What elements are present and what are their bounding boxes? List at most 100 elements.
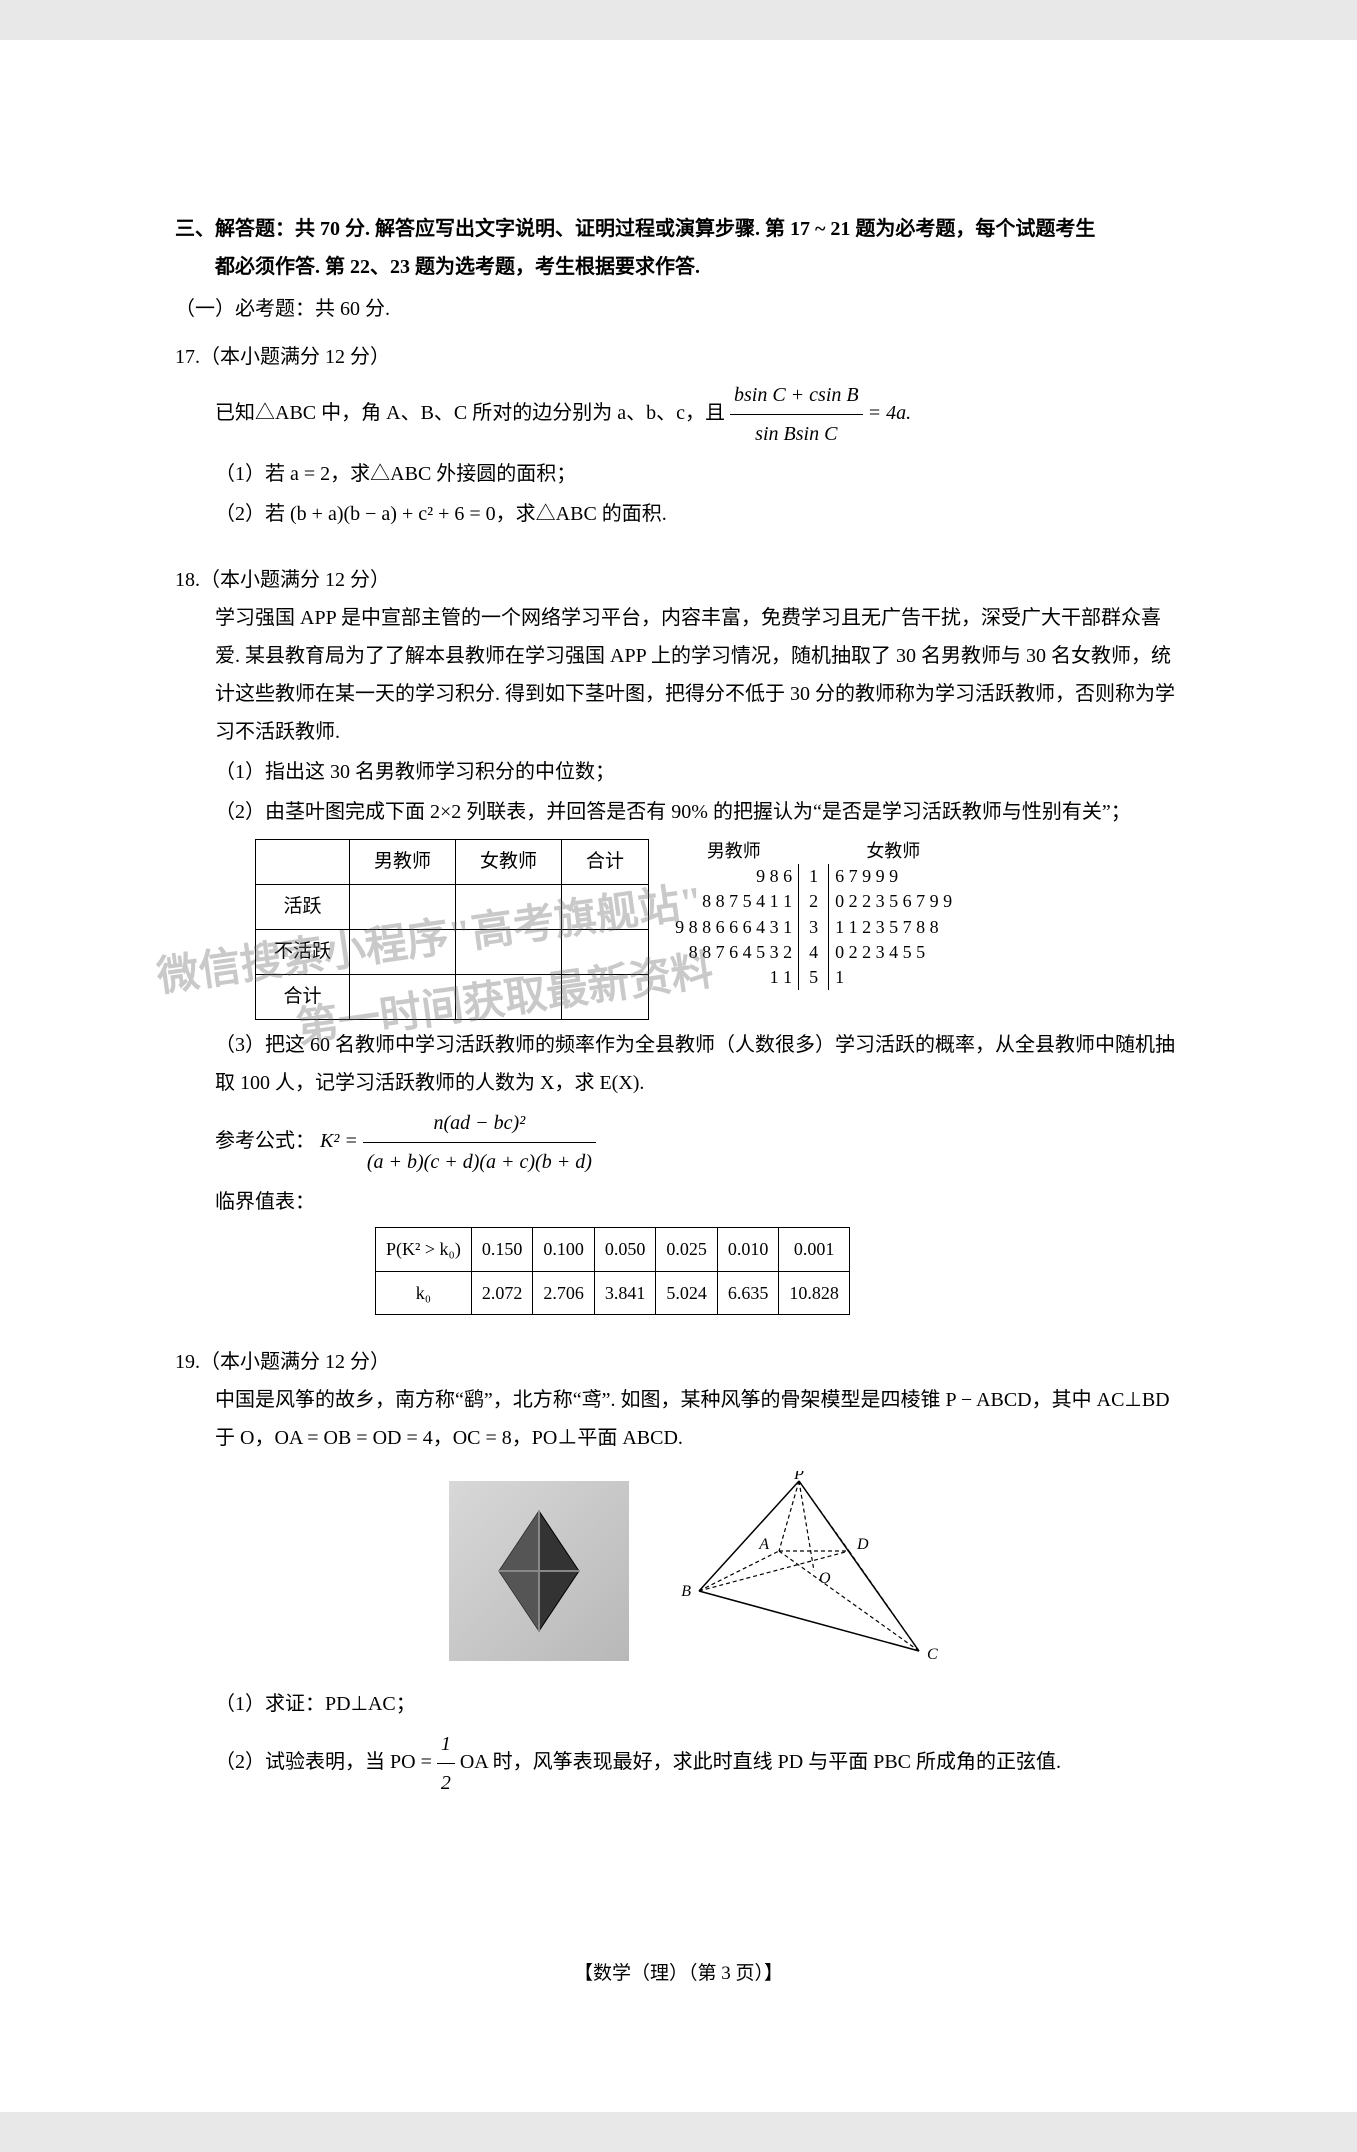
section-header: 三、解答题：共 70 分. 解答应写出文字说明、证明过程或演算步骤. 第 17 … (175, 210, 1182, 286)
ct-r1c1 (350, 885, 456, 930)
ct-r1c3 (562, 885, 649, 930)
sl-l4: 1 1 (669, 965, 799, 990)
cv-h0: P(K² > k₀) (376, 1228, 472, 1271)
page-footer: 【数学（理）（第 3 页）】 (0, 1956, 1357, 1992)
q17-fraction: bsin C + csin B sin Bsin C (730, 376, 863, 453)
ct-r2c2 (456, 930, 562, 975)
sl-l2: 9 8 8 6 6 6 4 3 1 (669, 915, 799, 940)
sl-row: 8 8 7 5 4 1 120 2 2 3 5 6 7 9 9 (669, 889, 958, 914)
kite-icon (469, 1501, 609, 1641)
sl-r3: 0 2 2 3 4 5 5 (829, 940, 959, 965)
q18-formula-lhs: K² = (320, 1130, 363, 1152)
sl-header: 男教师 女教师 (669, 839, 958, 864)
label-A: A (758, 1536, 769, 1553)
q18-header: 18.（本小题满分 12 分） (175, 561, 1182, 599)
q19-part2: （2）试验表明，当 PO = 1 2 OA 时，风筝表现最好，求此时直线 PD … (215, 1725, 1182, 1802)
q18-formula-den: (a + b)(c + d)(a + c)(b + d) (363, 1143, 596, 1181)
sl-row: 9 8 616 7 9 9 9 (669, 864, 958, 889)
q17-part1: （1）若 a = 2，求△ABC 外接圆的面积； (215, 455, 1182, 493)
cv-v2: 2.706 (533, 1271, 595, 1314)
q18-critical-label: 临界值表： (215, 1183, 1182, 1221)
sl-l0: 9 8 6 (669, 864, 799, 889)
q19-p2-num: 1 (437, 1725, 455, 1764)
q19-figures: P A B C D O (215, 1471, 1182, 1671)
table-row: 不活跃 (256, 930, 649, 975)
sl-row: 8 8 7 6 4 5 3 240 2 2 3 4 5 5 (669, 940, 958, 965)
label-O: O (819, 1570, 831, 1587)
sl-s4: 5 (799, 965, 829, 990)
q18-formula-label: 参考公式： (215, 1130, 315, 1152)
cv-v4: 5.024 (656, 1271, 718, 1314)
q18-body: 学习强国 APP 是中宣部主管的一个网络学习平台，内容丰富，免费学习且无广告干扰… (175, 599, 1182, 1315)
question-17: 17.（本小题满分 12 分） 已知△ABC 中，角 A、B、C 所对的边分别为… (175, 338, 1182, 533)
contingency-table: 男教师 女教师 合计 活跃 不活跃 (255, 839, 649, 1020)
q18-part3: （3）把这 60 名教师中学习活跃教师的频率作为全县教师（人数很多）学习活跃的概… (215, 1026, 1182, 1102)
q17-body: 已知△ABC 中，角 A、B、C 所对的边分别为 a、b、c，且 bsin C … (175, 376, 1182, 533)
cv-v3: 3.841 (594, 1271, 656, 1314)
table-row: 男教师 女教师 合计 (256, 840, 649, 885)
sl-s3: 4 (799, 940, 829, 965)
question-18: 18.（本小题满分 12 分） 学习强国 APP 是中宣部主管的一个网络学习平台… (175, 561, 1182, 1315)
q18-tables-row: 男教师 女教师 合计 活跃 不活跃 (215, 833, 1182, 1026)
cv-h6: 0.001 (779, 1228, 850, 1271)
label-B: B (681, 1583, 691, 1600)
label-C: C (927, 1646, 938, 1663)
q19-para: 中国是风筝的故乡，南方称“鹞”，北方称“鸢”. 如图，某种风筝的骨架模型是四棱锥… (215, 1381, 1182, 1457)
required-label: （一）必考题：共 60 分. (175, 290, 1182, 328)
cv-v1: 2.072 (471, 1271, 533, 1314)
ct-r1c0: 活跃 (256, 885, 350, 930)
sl-s2: 3 (799, 915, 829, 940)
label-D: D (856, 1536, 869, 1553)
sl-s1: 2 (799, 889, 829, 914)
q19-part2-suffix: OA 时，风筝表现最好，求此时直线 PD 与平面 PBC 所成角的正弦值. (460, 1751, 1061, 1773)
exam-page: 三、解答题：共 70 分. 解答应写出文字说明、证明过程或演算步骤. 第 17 … (0, 40, 1357, 2112)
section-line2: 都必须作答. 第 22、23 题为选考题，考生根据要求作答. (175, 256, 700, 278)
sl-l3: 8 8 7 6 4 5 3 2 (669, 940, 799, 965)
sl-r4: 1 (829, 965, 959, 990)
q19-p2-den: 2 (437, 1764, 455, 1802)
section-line1: 三、解答题：共 70 分. 解答应写出文字说明、证明过程或演算步骤. 第 17 … (175, 218, 1095, 240)
cv-v6: 10.828 (779, 1271, 850, 1314)
q17-part2: （2）若 (b + a)(b − a) + c² + 6 = 0，求△ABC 的… (215, 495, 1182, 533)
ct-r1c2 (456, 885, 562, 930)
q17-frac-den: sin Bsin C (730, 415, 863, 453)
sl-s0: 1 (799, 864, 829, 889)
sl-l1: 8 8 7 5 4 1 1 (669, 889, 799, 914)
ct-r2c3 (562, 930, 649, 975)
q18-para: 学习强国 APP 是中宣部主管的一个网络学习平台，内容丰富，免费学习且无广告干扰… (215, 599, 1182, 751)
cv-v5: 6.635 (717, 1271, 779, 1314)
cv-h4: 0.025 (656, 1228, 718, 1271)
q18-formula-frac: n(ad − bc)² (a + b)(c + d)(a + c)(b + d) (363, 1104, 596, 1181)
ct-r3c3 (562, 975, 649, 1020)
cv-h3: 0.050 (594, 1228, 656, 1271)
sl-r0: 6 7 9 9 9 (829, 864, 959, 889)
critical-value-table: P(K² > k₀) 0.150 0.100 0.050 0.025 0.010… (375, 1227, 850, 1314)
kite-photo (449, 1481, 629, 1661)
q18-part2: （2）由茎叶图完成下面 2×2 列联表，并回答是否有 90% 的把握认为“是否是… (215, 793, 1182, 831)
q18-formula-line: 参考公式： K² = n(ad − bc)² (a + b)(c + d)(a … (215, 1104, 1182, 1181)
stem-leaf-diagram: 男教师 女教师 9 8 616 7 9 9 9 8 8 7 5 4 1 120 … (669, 839, 958, 990)
cv-h5: 0.010 (717, 1228, 779, 1271)
table-row: k₀ 2.072 2.706 3.841 5.024 6.635 10.828 (376, 1271, 850, 1314)
table-row: P(K² > k₀) 0.150 0.100 0.050 0.025 0.010… (376, 1228, 850, 1271)
q19-part2-prefix: （2）试验表明，当 PO = (215, 1751, 437, 1773)
sl-left-label: 男教师 (669, 839, 799, 864)
cv-v0: k₀ (376, 1271, 472, 1314)
cv-h1: 0.150 (471, 1228, 533, 1271)
ct-r3c0: 合计 (256, 975, 350, 1020)
cv-h2: 0.100 (533, 1228, 595, 1271)
sl-r2: 1 1 2 3 5 7 8 8 (829, 915, 959, 940)
q17-header: 17.（本小题满分 12 分） (175, 338, 1182, 376)
q19-body: 中国是风筝的故乡，南方称“鹞”，北方称“鸢”. 如图，某种风筝的骨架模型是四棱锥… (175, 1381, 1182, 1802)
table-row: 活跃 (256, 885, 649, 930)
ct-h0 (256, 840, 350, 885)
sl-right-label: 女教师 (829, 839, 959, 864)
sl-row: 9 8 8 6 6 6 4 3 131 1 2 3 5 7 8 8 (669, 915, 958, 940)
q19-part2-frac: 1 2 (437, 1725, 455, 1802)
q17-frac-num: bsin C + csin B (730, 376, 863, 415)
pyramid-diagram: P A B C D O (669, 1471, 949, 1671)
ct-h1: 男教师 (350, 840, 456, 885)
q17-given-prefix: 已知△ABC 中，角 A、B、C 所对的边分别为 a、b、c，且 (215, 402, 725, 424)
ct-h3: 合计 (562, 840, 649, 885)
ct-r2c0: 不活跃 (256, 930, 350, 975)
